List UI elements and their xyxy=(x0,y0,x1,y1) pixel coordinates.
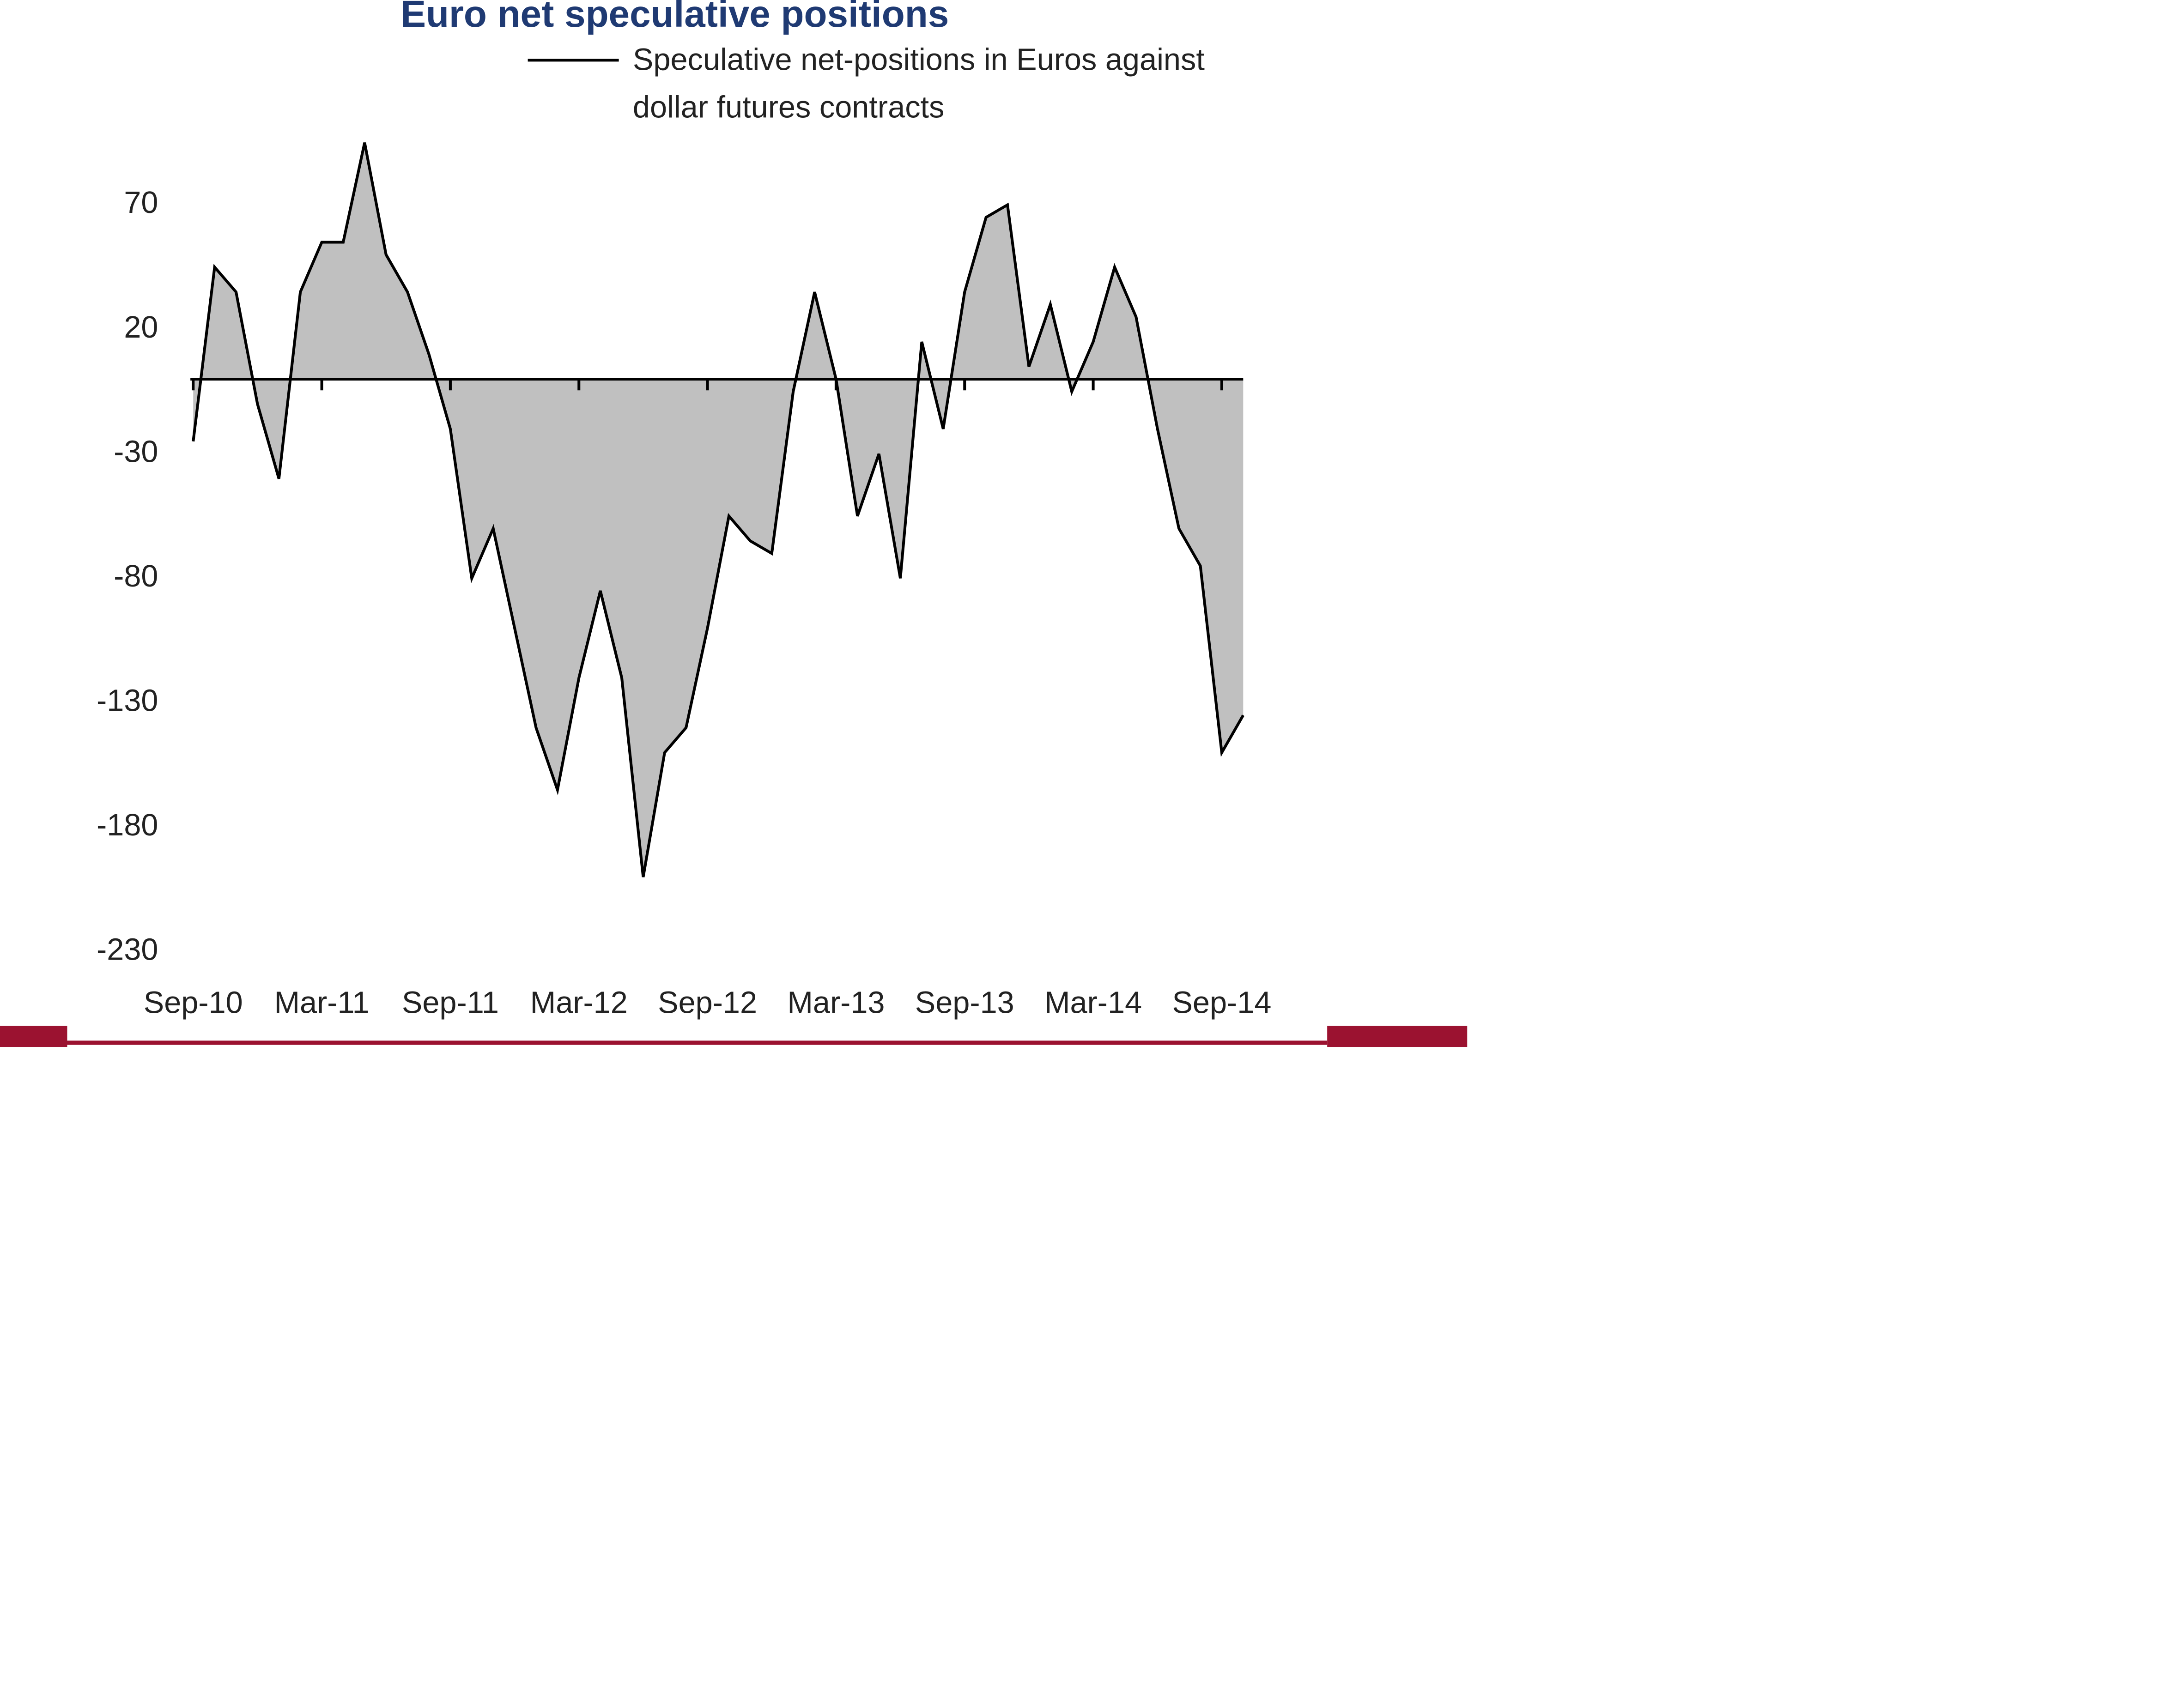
x-tick-label: Mar-11 xyxy=(274,986,369,1020)
x-tick-label: Sep-14 xyxy=(1172,986,1271,1020)
x-tick-label: Sep-13 xyxy=(915,986,1014,1020)
x-tick-label: Sep-11 xyxy=(402,986,499,1020)
y-tick-label: -80 xyxy=(114,559,158,593)
y-tick-label: -30 xyxy=(114,435,158,469)
y-tick-label: -230 xyxy=(97,933,158,967)
x-tick-label: Sep-12 xyxy=(658,986,757,1020)
y-tick-label: -130 xyxy=(97,683,158,718)
footer-bar xyxy=(0,1026,67,1047)
legend-label: Speculative net-positions in Euros again… xyxy=(632,42,1205,125)
footer-bar xyxy=(1327,1026,1468,1047)
x-tick-label: Mar-14 xyxy=(1044,986,1142,1020)
line xyxy=(192,142,1244,877)
area xyxy=(193,142,1244,877)
y-tick-label: 20 xyxy=(124,310,158,345)
x-tick-label: Mar-12 xyxy=(530,986,628,1020)
y-tick-label: 70 xyxy=(124,186,158,220)
chart-title: Euro net speculative positions xyxy=(400,0,949,35)
x-tick-label: Mar-13 xyxy=(787,986,885,1020)
y-tick-label: -180 xyxy=(97,808,158,842)
x-tick-label: Sep-10 xyxy=(144,986,243,1020)
legend: Speculative net-positions in Euros again… xyxy=(632,42,1205,125)
